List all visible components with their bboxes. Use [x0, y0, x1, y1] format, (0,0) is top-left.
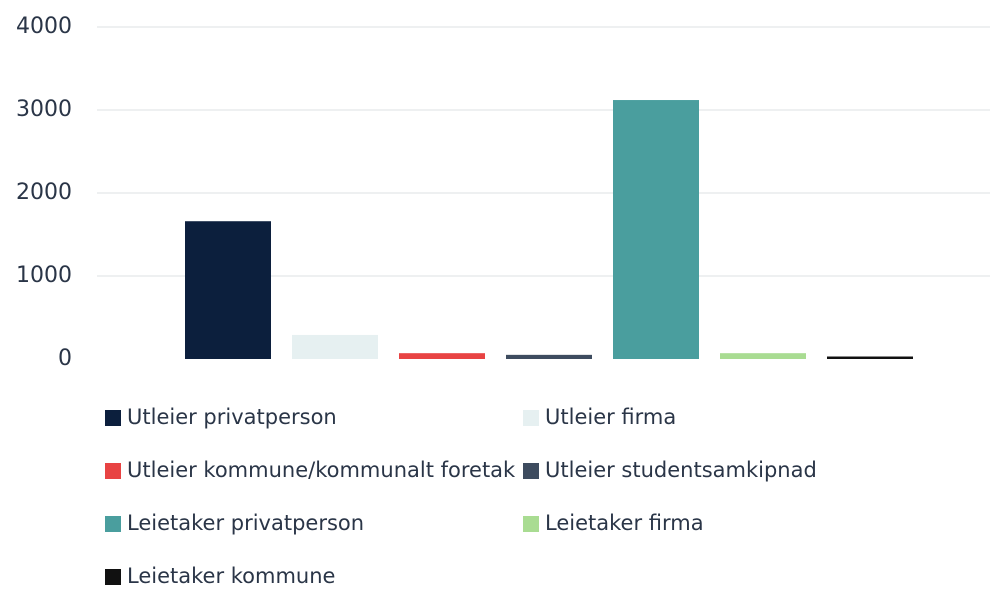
bar — [827, 356, 913, 359]
y-tick-label: 3000 — [16, 97, 72, 122]
legend-swatch — [105, 516, 121, 532]
legend-label: Leietaker kommune — [127, 564, 335, 588]
y-tick-label: 2000 — [16, 180, 72, 205]
legend-swatch — [105, 410, 121, 426]
bar — [399, 353, 485, 359]
bar — [613, 100, 699, 359]
bar — [292, 334, 378, 359]
legend-swatch — [105, 463, 121, 479]
legend-swatch — [523, 463, 539, 479]
legend-swatch — [523, 410, 539, 426]
bar — [185, 221, 271, 359]
y-tick-label: 1000 — [16, 263, 72, 288]
y-tick-label: 4000 — [16, 14, 72, 39]
legend-label: Leietaker firma — [545, 511, 704, 535]
legend-label: Utleier privatperson — [127, 405, 337, 429]
legend-label: Utleier studentsamkipnad — [545, 458, 817, 482]
legend-label: Utleier firma — [545, 405, 676, 429]
legend-label: Utleier kommune/kommunalt foretak — [127, 458, 516, 482]
bar — [720, 353, 806, 359]
legend-label: Leietaker privatperson — [127, 511, 364, 535]
legend-swatch — [523, 516, 539, 532]
bar — [506, 354, 592, 359]
legend-swatch — [105, 569, 121, 585]
y-tick-label: 0 — [58, 346, 72, 371]
